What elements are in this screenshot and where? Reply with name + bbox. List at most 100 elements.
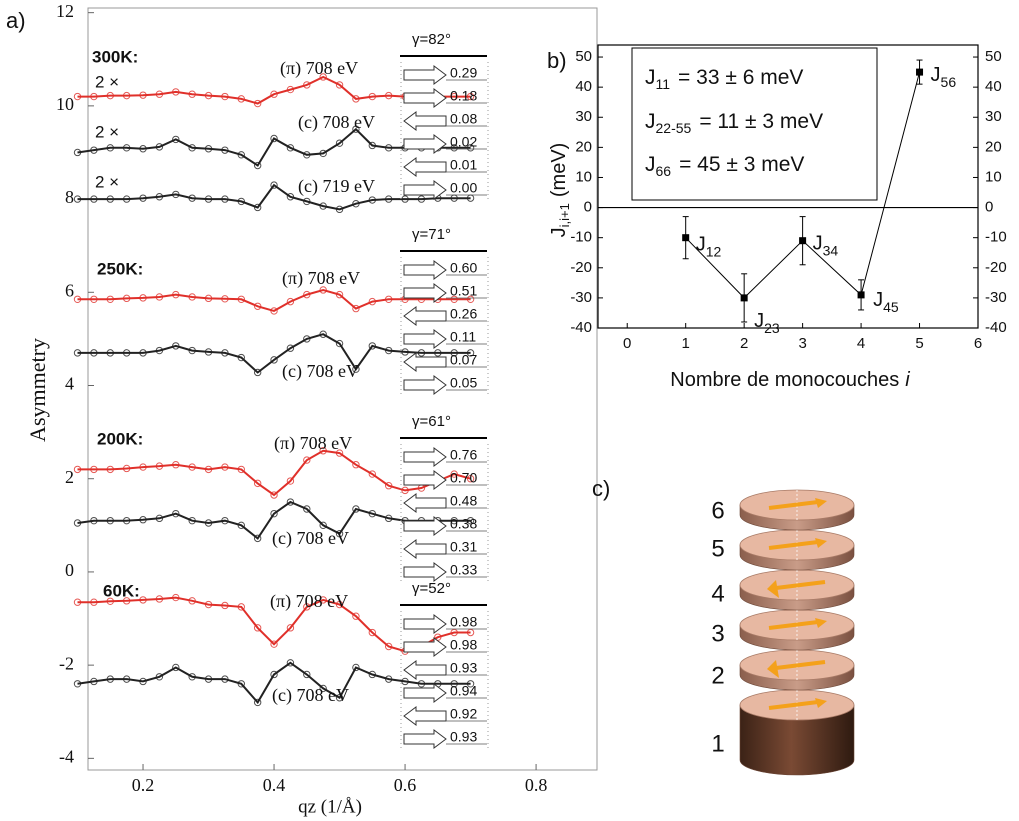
moment-arrow (403, 352, 447, 372)
moment-arrow (768, 540, 819, 550)
data-point (682, 234, 690, 242)
moment-arrow (403, 88, 447, 108)
data-point (466, 144, 475, 152)
data-point (204, 294, 213, 303)
moment-arrow (403, 180, 447, 200)
data-point (73, 295, 82, 303)
y-axis-label: Ji,i+1 (meV) (548, 143, 572, 238)
data-point (450, 295, 458, 303)
moment-label: 0.18 (450, 88, 477, 104)
data-point (90, 516, 98, 525)
data-point (368, 470, 377, 478)
y2-tick-label: 10 (985, 168, 1002, 185)
data-point (73, 92, 82, 101)
x-tick-label: 3 (798, 335, 806, 352)
x-axis-label: Nombre de monocouches i (670, 369, 910, 391)
data-point (303, 670, 311, 679)
data-point (106, 675, 114, 683)
legend-rest: = 11 ± 3 meV (699, 110, 823, 133)
y-tick-label: 12 (56, 1, 74, 21)
data-point (286, 344, 295, 352)
data-point (221, 92, 229, 101)
data-point (916, 68, 924, 76)
data-point (450, 470, 458, 478)
y-tick-label: -40 (570, 319, 592, 336)
moment-label: 0.48 (450, 493, 477, 509)
data-point (221, 295, 229, 303)
legend-main: J (645, 110, 656, 133)
legend-sub: 66 (656, 163, 672, 179)
x-tick-label: 0.2 (132, 775, 155, 795)
data-point (188, 293, 196, 301)
data-point (319, 202, 327, 210)
y-tick-label: 2 (65, 467, 74, 487)
moment-label: 0.98 (450, 614, 477, 630)
data-point (221, 146, 229, 154)
data-point (253, 624, 262, 632)
moment-arrow-head (815, 538, 827, 548)
moment-arrow-head (767, 660, 779, 678)
curve-label: (c) 708 eV (272, 685, 349, 706)
data-point (335, 290, 344, 299)
data-point (204, 195, 213, 203)
data-point (368, 297, 377, 306)
data-point (352, 125, 360, 133)
data-point (450, 349, 458, 357)
data-point (155, 514, 164, 523)
x-axis-label: qz (1/Å) (298, 796, 362, 817)
data-point (73, 465, 82, 474)
moment-arrow-head (815, 618, 827, 628)
layer-number: 3 (711, 620, 724, 647)
gamma-label: γ=82° (412, 31, 451, 48)
data-point (221, 463, 229, 471)
y2-tick-label: -20 (985, 259, 1007, 276)
data-point (384, 144, 393, 152)
data-point (172, 461, 180, 469)
data-point (155, 673, 164, 681)
data-point (799, 237, 807, 245)
legend-main: J (645, 153, 656, 176)
data-point (368, 196, 377, 204)
data-point (155, 90, 164, 98)
data-point (319, 521, 327, 530)
data-point (106, 295, 114, 303)
legend-rest: = 45 ± 3 meV (679, 153, 804, 176)
data-point (352, 461, 360, 469)
data-point (221, 349, 229, 357)
multiplier: 2 × (95, 172, 119, 191)
data-point (335, 530, 344, 538)
data-point (106, 516, 114, 525)
data-point (319, 447, 327, 455)
point-label: J23 (754, 310, 780, 335)
data-point (172, 135, 180, 144)
y-tick-label: 0 (584, 199, 592, 216)
y2-tick-label: -40 (985, 319, 1007, 336)
data-point (172, 88, 180, 96)
data-point (90, 677, 98, 686)
y2-tick-label: 50 (985, 48, 1002, 65)
moment-label: 0.33 (450, 562, 477, 578)
moment-arrow (403, 157, 447, 177)
moment-label: 0.26 (450, 306, 477, 322)
data-point (73, 680, 82, 688)
y-tick-label: 40 (575, 78, 592, 95)
data-point (73, 195, 82, 203)
data-point (384, 195, 393, 203)
moment-arrow (768, 500, 819, 510)
moment-arrow-head (815, 698, 827, 708)
moment-arrow (403, 614, 447, 634)
data-point (253, 99, 262, 108)
curve (77, 661, 471, 705)
data-point (188, 673, 196, 681)
data-point (286, 297, 295, 306)
moment-label: 0.60 (450, 260, 477, 276)
data-point (253, 368, 262, 377)
data-point (139, 463, 147, 471)
moment-arrow (403, 470, 447, 490)
data-point (122, 195, 131, 203)
moment-arrow-head (767, 580, 779, 598)
legend-entry: J11 = 33 ± 6 meV (645, 66, 803, 92)
moment-label: 0.05 (450, 375, 477, 391)
data-point (303, 81, 311, 89)
